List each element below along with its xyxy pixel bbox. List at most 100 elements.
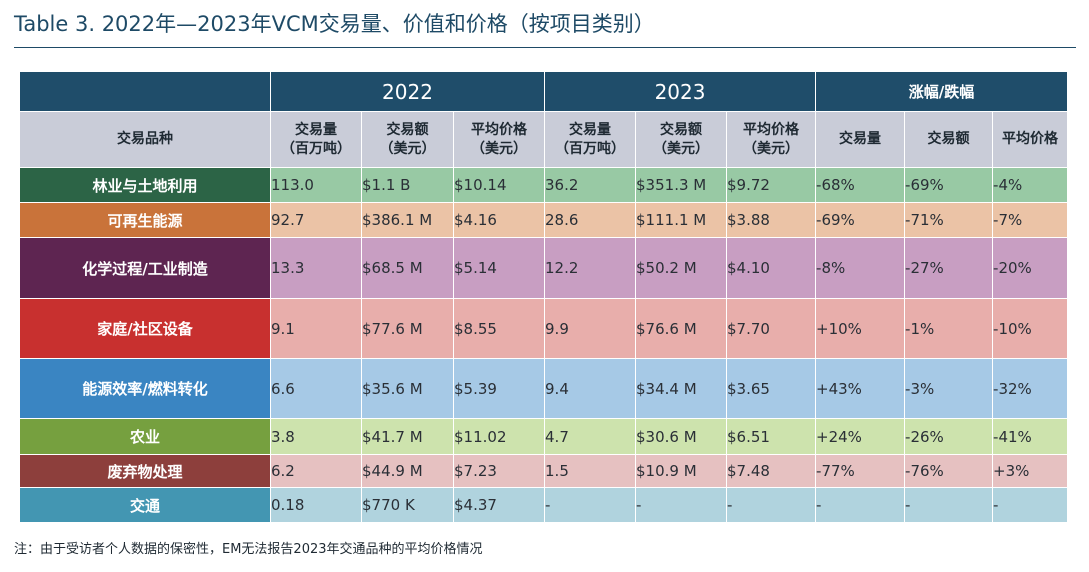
value-header-line1: 交易额 [660, 121, 703, 138]
category-cell: 能源效率/燃料转化 [19, 358, 271, 419]
volume-header-line1: 交易量 [295, 121, 337, 138]
price-2023-cell: $4.10 [726, 237, 817, 299]
value-header-line2: （美元） [379, 140, 436, 157]
value-2022-cell: $770 K [361, 487, 454, 523]
column-header-row: 交易品种 交易量 （百万吨） 交易额 （美元） 平均价格 （美元） 交易量 （百… [19, 111, 1069, 168]
change-value-cell: -69% [904, 167, 994, 203]
change-volume-cell: -8% [815, 237, 906, 299]
header-blank [19, 71, 271, 112]
change-volume-cell: +24% [815, 418, 906, 455]
price-2023-cell: $3.65 [726, 358, 817, 419]
change-price-cell: - [992, 487, 1069, 523]
price-2022-cell: $4.16 [452, 202, 546, 238]
value-2023-cell: $34.4 M [635, 358, 728, 419]
price-header-line2: （美元） [743, 140, 800, 157]
table-row: 可再生能源 92.7 $386.1 M $4.16 28.6 $111.1 M … [19, 202, 1069, 238]
price-header-line1: 平均价格 [743, 121, 800, 138]
price-2022-cell: $7.23 [452, 454, 546, 488]
change-value-cell: -76% [904, 454, 994, 488]
change-value-cell: -71% [904, 202, 994, 238]
category-cell: 家庭/社区设备 [19, 298, 271, 359]
year-header-row: 2022 2023 涨幅/跌幅 [19, 71, 1069, 112]
value-2022-cell: $44.9 M [361, 454, 454, 488]
price-2022-cell: $5.14 [452, 237, 546, 299]
value-2022-header: 交易额 （美元） [361, 111, 454, 168]
footnote: 注：由于受访者个人数据的保密性，EM无法报告2023年交通品种的平均价格情况 [14, 542, 483, 557]
price-2023-cell: $9.72 [726, 167, 817, 203]
change-price-cell: -7% [992, 202, 1069, 238]
price-header-line2: （美元） [471, 140, 527, 157]
table-row: 家庭/社区设备 9.1 $77.6 M $8.55 9.9 $76.6 M $7… [19, 298, 1069, 359]
price-2022-cell: $10.14 [452, 167, 546, 203]
volume-2023-cell: 28.6 [544, 202, 637, 238]
volume-2023-cell: 9.9 [544, 298, 637, 359]
volume-2022-cell: 92.7 [270, 202, 362, 238]
change-price-cell: -4% [992, 167, 1069, 203]
change-volume-cell: -69% [815, 202, 906, 238]
table-row: 交通 0.18 $770 K $4.37 - - - - - - [19, 487, 1069, 523]
change-volume-cell: +10% [815, 298, 906, 359]
price-2023-header: 平均价格 （美元） [726, 111, 817, 168]
change-value-cell: -1% [904, 298, 994, 359]
value-2023-header: 交易额 （美元） [635, 111, 728, 168]
price-header-line1: 平均价格 [471, 121, 527, 138]
volume-2022-cell: 9.1 [270, 298, 362, 359]
change-value-cell: -27% [904, 237, 994, 299]
price-2022-cell: $4.37 [452, 487, 546, 523]
volume-2022-cell: 6.6 [270, 358, 362, 419]
change-volume-cell: +43% [815, 358, 906, 419]
volume-2023-cell: 4.7 [544, 418, 637, 455]
change-price-cell: -41% [992, 418, 1069, 455]
change-value-cell: -3% [904, 358, 994, 419]
price-2023-cell: $7.70 [726, 298, 817, 359]
change-volume-cell: - [815, 487, 906, 523]
value-2022-cell: $35.6 M [361, 358, 454, 419]
price-2023-cell: $6.51 [726, 418, 817, 455]
change-value-cell: -26% [904, 418, 994, 455]
value-2022-cell: $68.5 M [361, 237, 454, 299]
change-price-cell: -32% [992, 358, 1069, 419]
value-2022-cell: $1.1 B [361, 167, 454, 203]
value-2023-cell: $50.2 M [635, 237, 728, 299]
price-2023-cell: $7.48 [726, 454, 817, 488]
volume-2023-cell: 1.5 [544, 454, 637, 488]
table-row: 林业与土地利用 113.0 $1.1 B $10.14 36.2 $351.3 … [19, 167, 1069, 203]
value-2023-cell: - [635, 487, 728, 523]
value-2023-cell: $10.9 M [635, 454, 728, 488]
change-volume-cell: -77% [815, 454, 906, 488]
value-header-line2: （美元） [653, 140, 710, 157]
volume-header-line2: （百万吨） [281, 140, 351, 157]
price-2022-header: 平均价格 （美元） [452, 111, 546, 168]
change-value-cell: - [904, 487, 994, 523]
year-2023-header: 2023 [544, 71, 817, 112]
value-2022-cell: $77.6 M [361, 298, 454, 359]
table-row: 农业 3.8 $41.7 M $11.02 4.7 $30.6 M $6.51 … [19, 418, 1069, 455]
volume-2023-cell: - [544, 487, 637, 523]
category-cell: 农业 [19, 418, 271, 455]
category-cell: 化学过程/工业制造 [19, 237, 271, 299]
category-cell: 废弃物处理 [19, 454, 271, 488]
volume-2022-header: 交易量 （百万吨） [270, 111, 362, 168]
value-2022-cell: $386.1 M [361, 202, 454, 238]
change-price-cell: -10% [992, 298, 1069, 359]
price-2022-cell: $11.02 [452, 418, 546, 455]
table-row: 能源效率/燃料转化 6.6 $35.6 M $5.39 9.4 $34.4 M … [19, 358, 1069, 419]
change-volume-cell: -68% [815, 167, 906, 203]
volume-header-line2: （百万吨） [555, 140, 626, 157]
volume-2022-cell: 13.3 [270, 237, 362, 299]
change-price-header: 平均价格 [992, 111, 1069, 168]
vcm-table: 2022 2023 涨幅/跌幅 交易品种 交易量 （百万吨） 交易额 （美元） … [19, 71, 1069, 523]
change-volume-header: 交易量 [815, 111, 906, 168]
change-price-cell: +3% [992, 454, 1069, 488]
category-cell: 林业与土地利用 [19, 167, 271, 203]
volume-2023-cell: 9.4 [544, 358, 637, 419]
value-2023-cell: $111.1 M [635, 202, 728, 238]
table-title: Table 3. 2022年—2023年VCM交易量、价值和价格（按项目类别） [14, 12, 655, 36]
value-2022-cell: $41.7 M [361, 418, 454, 455]
change-header: 涨幅/跌幅 [815, 71, 1069, 112]
title-divider [14, 47, 1076, 48]
volume-2023-cell: 12.2 [544, 237, 637, 299]
value-2023-cell: $76.6 M [635, 298, 728, 359]
volume-2022-cell: 3.8 [270, 418, 362, 455]
value-2023-cell: $30.6 M [635, 418, 728, 455]
